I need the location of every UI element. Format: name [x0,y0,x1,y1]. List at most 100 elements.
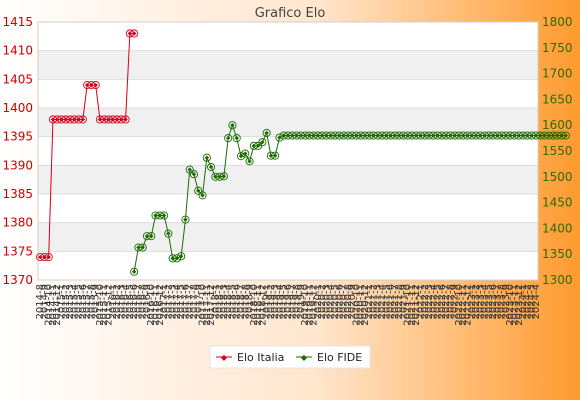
x-tick-label: 2024-3 [527,284,538,319]
legend-italia-label: Elo Italia [237,351,284,364]
x-tick-label: 2020-12 [360,284,371,326]
data-point [198,191,207,200]
data-point [219,172,228,181]
x-tick-label: 2014-10 [44,284,55,326]
x-tick-label: 2022-4 [428,284,439,319]
x-tick-label: 2022-5 [433,284,444,319]
x-tick-label: 2020-1 [313,284,324,319]
data-point [138,243,147,252]
x-tick-label: 2018-12 [257,284,268,326]
x-tick-label: 2022-1 [415,284,426,319]
data-point [224,134,233,143]
left-tick-label: 1370 [2,273,33,287]
left-tick-label: 1395 [2,130,33,144]
x-tick-label: 2022-9 [450,284,461,319]
chart-title: Grafico Elo [255,6,326,21]
data-point-marker [221,174,227,179]
data-point-marker [76,117,81,122]
data-point [236,152,246,161]
data-point-marker [153,213,158,218]
x-tick-label: 2017-3 [168,284,179,319]
x-tick-label: 2019-9 [296,284,307,319]
left-tick-label: 1415 [2,15,33,29]
x-tick-label: 2020-2 [317,284,328,319]
x-tick-label: 2023-2 [471,284,482,319]
data-point-marker [200,193,205,198]
right-tick-label: 1750 [542,41,573,55]
x-tick-label: 2017-6 [180,284,191,319]
x-tick-label: 2015-6 [78,284,89,319]
left-tick-label: 1400 [2,101,33,115]
data-point-marker [546,133,551,138]
data-point [241,149,250,158]
x-tick-label: 2017-8 [189,284,200,319]
data-point-marker [174,256,180,261]
right-tick-label: 1400 [542,221,573,235]
x-tick-label: 2015-9 [91,284,102,319]
x-tick-label: 2018-7 [236,284,247,319]
right-tick-label: 1350 [542,247,573,261]
legend-box [209,345,371,369]
data-point-marker [106,117,111,122]
x-tick-label: 2019-12 [309,284,320,326]
x-tick-label: 2019-11 [304,284,315,326]
x-tick-label: 2022-2 [420,284,431,319]
right-tick-label: 1300 [542,273,573,287]
x-tick-label: 2017-9 [193,284,204,319]
data-point-marker [191,172,197,177]
x-tick-label: 2023-11 [509,284,520,326]
right-tick-label: 1450 [542,196,573,210]
x-tick-label: 2020-6 [334,284,345,319]
x-tick-label: 2021-1 [364,284,375,319]
x-tick-label: 2021-6 [386,284,397,319]
legend-italia-marker: ◆ [221,353,228,362]
data-point-marker [72,117,77,122]
x-tick-label: 2021-2 [368,284,379,319]
x-tick-label: 2016-12 [155,284,166,326]
x-tick-label: 2015-8 [86,284,97,319]
x-tick-label: 2020-9 [347,284,358,319]
x-tick-label: 2018-1 [210,284,221,319]
plot-frame [37,21,539,281]
right-tick-label: 1500 [542,170,573,184]
x-tick-label: 2016-1 [108,284,119,319]
data-point-marker [149,233,154,239]
x-tick-label: 2019-7 [287,284,298,319]
x-tick-label: 2017-12 [206,284,217,326]
x-tick-label: 2019-1 [262,284,273,319]
data-point-marker [243,151,248,156]
x-tick-label: 2016-9 [142,284,153,319]
x-tick-label: 2018-3 [219,284,230,319]
x-tick-label: 2018-11 [253,284,264,326]
data-point-marker [234,135,239,141]
x-tick-label: 2019-3 [270,284,281,319]
x-tick-label: 2021-4 [377,284,388,319]
x-tick-label: 2022-7 [441,284,452,319]
x-tick-label: 2016-2 [112,284,123,319]
x-tick-label: 2017-1 [159,284,170,319]
legend-fide-label: Elo FIDE [317,351,362,364]
right-tick-label: 1600 [542,118,573,132]
x-tick-label: 2018-2 [215,284,226,319]
x-tick-label: 2022-10 [454,284,465,326]
x-tick-label: 2015-3 [65,284,76,319]
left-tick-label: 1375 [2,244,33,258]
x-tick-label: 2018-5 [227,284,238,319]
data-point [207,162,216,172]
data-point [130,29,139,38]
data-point [228,121,237,130]
x-tick-label: 2022-12 [462,284,473,326]
x-tick-label: 2015-12 [104,284,115,326]
x-tick-label: 2014-9 [39,284,50,319]
x-tick-label: 2015-11 [99,284,110,326]
left-tick-label: 1410 [2,44,33,58]
x-tick-label: 2023-8 [497,284,508,319]
data-point-marker [93,82,98,88]
x-tick-label: 2023-9 [501,284,512,319]
x-tick-label: 2017-11 [202,284,213,326]
x-tick-label: 2016-4 [121,284,132,319]
x-tick-label: 2019-6 [283,284,294,319]
x-tick-label: 2014-11 [48,284,59,326]
plot-band [38,50,538,80]
